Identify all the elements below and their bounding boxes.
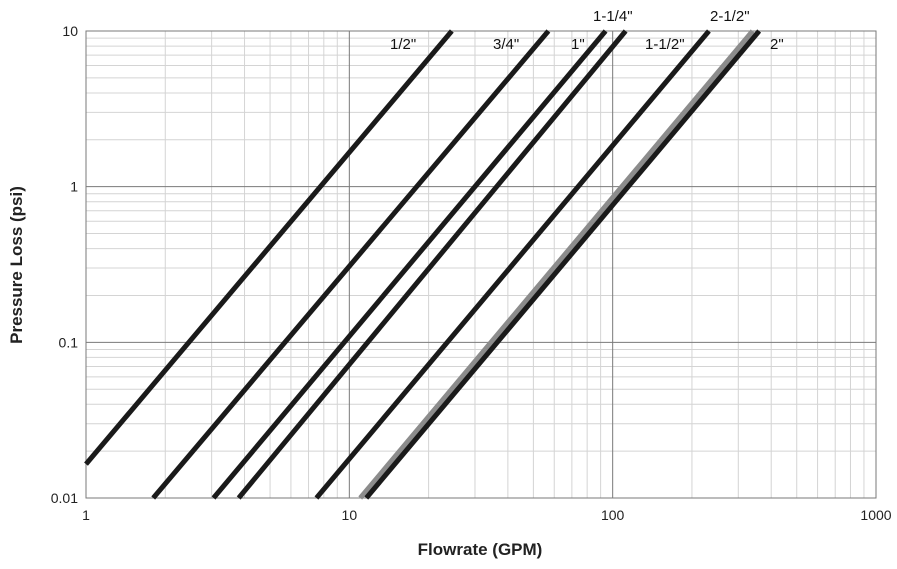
series-lines: [84, 29, 762, 500]
series-label: 2-1/2": [710, 8, 750, 25]
series-label: 1/2": [390, 36, 416, 53]
series-labels: 1/2" 3/4" 1" 1-1/4" 1-1/2" 2-1/2" 2": [390, 8, 784, 53]
series-line: [151, 29, 551, 500]
series-line: [211, 29, 608, 500]
x-tick-label: 1000: [860, 507, 891, 523]
series-line: [236, 29, 628, 500]
series-label: 3/4": [493, 36, 519, 53]
y-tick-label: 10: [62, 23, 78, 39]
series-label: 2": [770, 36, 784, 53]
x-tick-label: 100: [601, 507, 625, 523]
series-line: [314, 29, 711, 500]
series-line: [358, 29, 755, 500]
x-tick-label: 10: [342, 507, 358, 523]
plot-frame: [85, 30, 877, 499]
series-line: [84, 29, 454, 466]
y-axis-title: Pressure Loss (psi): [7, 186, 26, 344]
y-tick-labels: 0.01 0.1 1 10: [51, 23, 78, 506]
series-line: [364, 29, 762, 500]
y-tick-label: 1: [70, 179, 78, 195]
y-tick-label: 0.01: [51, 490, 78, 506]
series-label: 1": [571, 36, 585, 53]
y-tick-label: 0.1: [59, 334, 79, 350]
x-tick-label: 1: [82, 507, 90, 523]
series-label: 1-1/2": [645, 36, 685, 53]
x-tick-labels: 1 10 100 1000: [82, 507, 892, 523]
x-axis-title: Flowrate (GPM): [418, 540, 543, 559]
series-label: 1-1/4": [593, 8, 633, 25]
